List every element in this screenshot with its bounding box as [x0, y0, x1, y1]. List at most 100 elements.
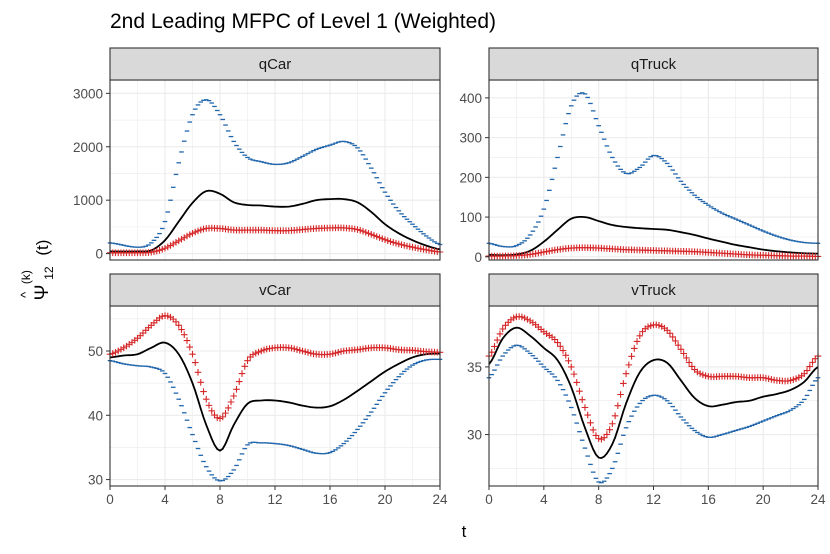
lower-point — [584, 411, 591, 419]
lower-point — [614, 402, 622, 409]
x-tick-label: 4 — [540, 492, 548, 507]
series-upper — [107, 358, 443, 482]
lower-point — [219, 413, 227, 421]
lower-point — [685, 359, 693, 366]
y-axis-title-hat: ^ — [18, 291, 33, 298]
lower-point — [669, 333, 676, 341]
x-tick-label: 24 — [810, 492, 826, 507]
y-tick-label: 50 — [88, 344, 103, 359]
mean-line — [488, 326, 819, 460]
x-tick-label: 0 — [106, 492, 114, 507]
series-mean — [109, 341, 441, 452]
lower-point — [194, 368, 202, 376]
y-tick-label: 100 — [459, 210, 482, 225]
x-tick-label: 12 — [646, 492, 661, 507]
x-tick-label: 4 — [161, 492, 169, 507]
strip-label: vCar — [259, 282, 291, 299]
lower-point — [589, 426, 597, 434]
lower-point — [191, 359, 199, 366]
strip-background — [488, 47, 819, 81]
lower-point — [241, 362, 249, 370]
lower-point — [559, 347, 567, 354]
strip-label: qTruck — [631, 56, 677, 73]
series-lower — [485, 244, 822, 260]
lower-point — [565, 357, 572, 365]
x-tick-label: 0 — [485, 492, 493, 507]
lower-point — [197, 378, 205, 386]
y-tick-label: 1000 — [73, 193, 103, 208]
y-tick-label: 40 — [88, 408, 103, 423]
lower-point — [581, 404, 589, 411]
panel-vCar: vCar 30 40 50 0 4 8 12 16 20 24 — [88, 273, 448, 507]
facet-panels: qCar0100020003000qTruck0100200300400vCar… — [73, 47, 826, 507]
strip-background — [109, 273, 441, 307]
y-axis-title-subscript: 12 — [42, 266, 56, 280]
mean-line — [109, 341, 441, 452]
series-mean — [488, 326, 819, 460]
lower-point — [183, 337, 191, 344]
lower-point — [617, 391, 624, 398]
lower-point — [200, 388, 207, 395]
svg-text:Ψ 12 (t): Ψ 12 (t) — [32, 240, 57, 301]
lower-point — [244, 357, 251, 364]
x-tick-label: 8 — [216, 492, 224, 507]
y-tick-label: 35 — [467, 360, 482, 375]
x-tick-label: 20 — [756, 492, 771, 507]
chart-title: 2nd Leading MFPC of Level 1 (Weighted) — [110, 10, 496, 33]
lower-point — [603, 431, 611, 438]
lower-point — [674, 341, 682, 349]
x-axis-title: t — [462, 522, 467, 541]
lower-point — [609, 420, 616, 428]
lower-point — [803, 367, 811, 374]
panel-qTruck: qTruck 0 100 200 300 400 — [459, 47, 822, 265]
y-tick-label: 2000 — [73, 140, 103, 155]
lower-point — [233, 386, 240, 393]
mean-line — [488, 215, 819, 257]
lower-point — [625, 361, 633, 369]
lower-point — [576, 387, 583, 395]
lower-point — [496, 330, 504, 338]
x-tick-label: 8 — [595, 492, 603, 507]
lower-point — [230, 392, 238, 400]
lower-point — [493, 336, 501, 344]
lower-point — [175, 321, 183, 329]
y-tick-label: 300 — [459, 131, 482, 146]
strip-background — [109, 47, 441, 81]
svg-text:^ (k): ^ (k) — [15, 270, 34, 298]
lower-point — [611, 412, 619, 420]
series-upper — [486, 92, 821, 248]
lower-point — [562, 352, 570, 359]
strip-label: qCar — [259, 56, 292, 73]
lower-point — [186, 343, 194, 351]
panel-qCar: qCar 0 1000 2000 3000 — [73, 47, 444, 262]
lower-point — [606, 426, 613, 434]
lower-point — [499, 325, 507, 333]
lower-point — [628, 353, 635, 360]
lower-point — [189, 350, 196, 358]
panel-vTruck: vTruck 30 35 0 4 8 12 16 20 24 — [467, 273, 826, 507]
lower-point — [556, 342, 564, 350]
lower-point — [631, 345, 638, 352]
x-tick-label: 12 — [267, 492, 282, 507]
lower-point — [620, 380, 627, 387]
series-lower — [106, 312, 444, 422]
lower-point — [683, 354, 690, 362]
y-axis-title-suffix: (t) — [33, 240, 52, 256]
lower-point — [666, 329, 674, 337]
y-tick-label: 3000 — [73, 86, 103, 101]
lower-point — [677, 346, 685, 353]
lower-point — [573, 379, 581, 386]
series-mean — [488, 215, 819, 257]
mean-line — [109, 189, 441, 253]
lower-point — [178, 326, 185, 333]
lower-point — [636, 332, 644, 340]
y-axis-title-superscript: (k) — [19, 270, 33, 284]
lower-point — [554, 339, 561, 346]
y-tick-label: 30 — [88, 473, 103, 488]
x-tick-label: 20 — [377, 492, 392, 507]
lower-point — [205, 402, 213, 409]
lower-point — [622, 370, 630, 377]
y-tick-label: 0 — [474, 250, 482, 265]
y-tick-label: 400 — [459, 91, 482, 106]
